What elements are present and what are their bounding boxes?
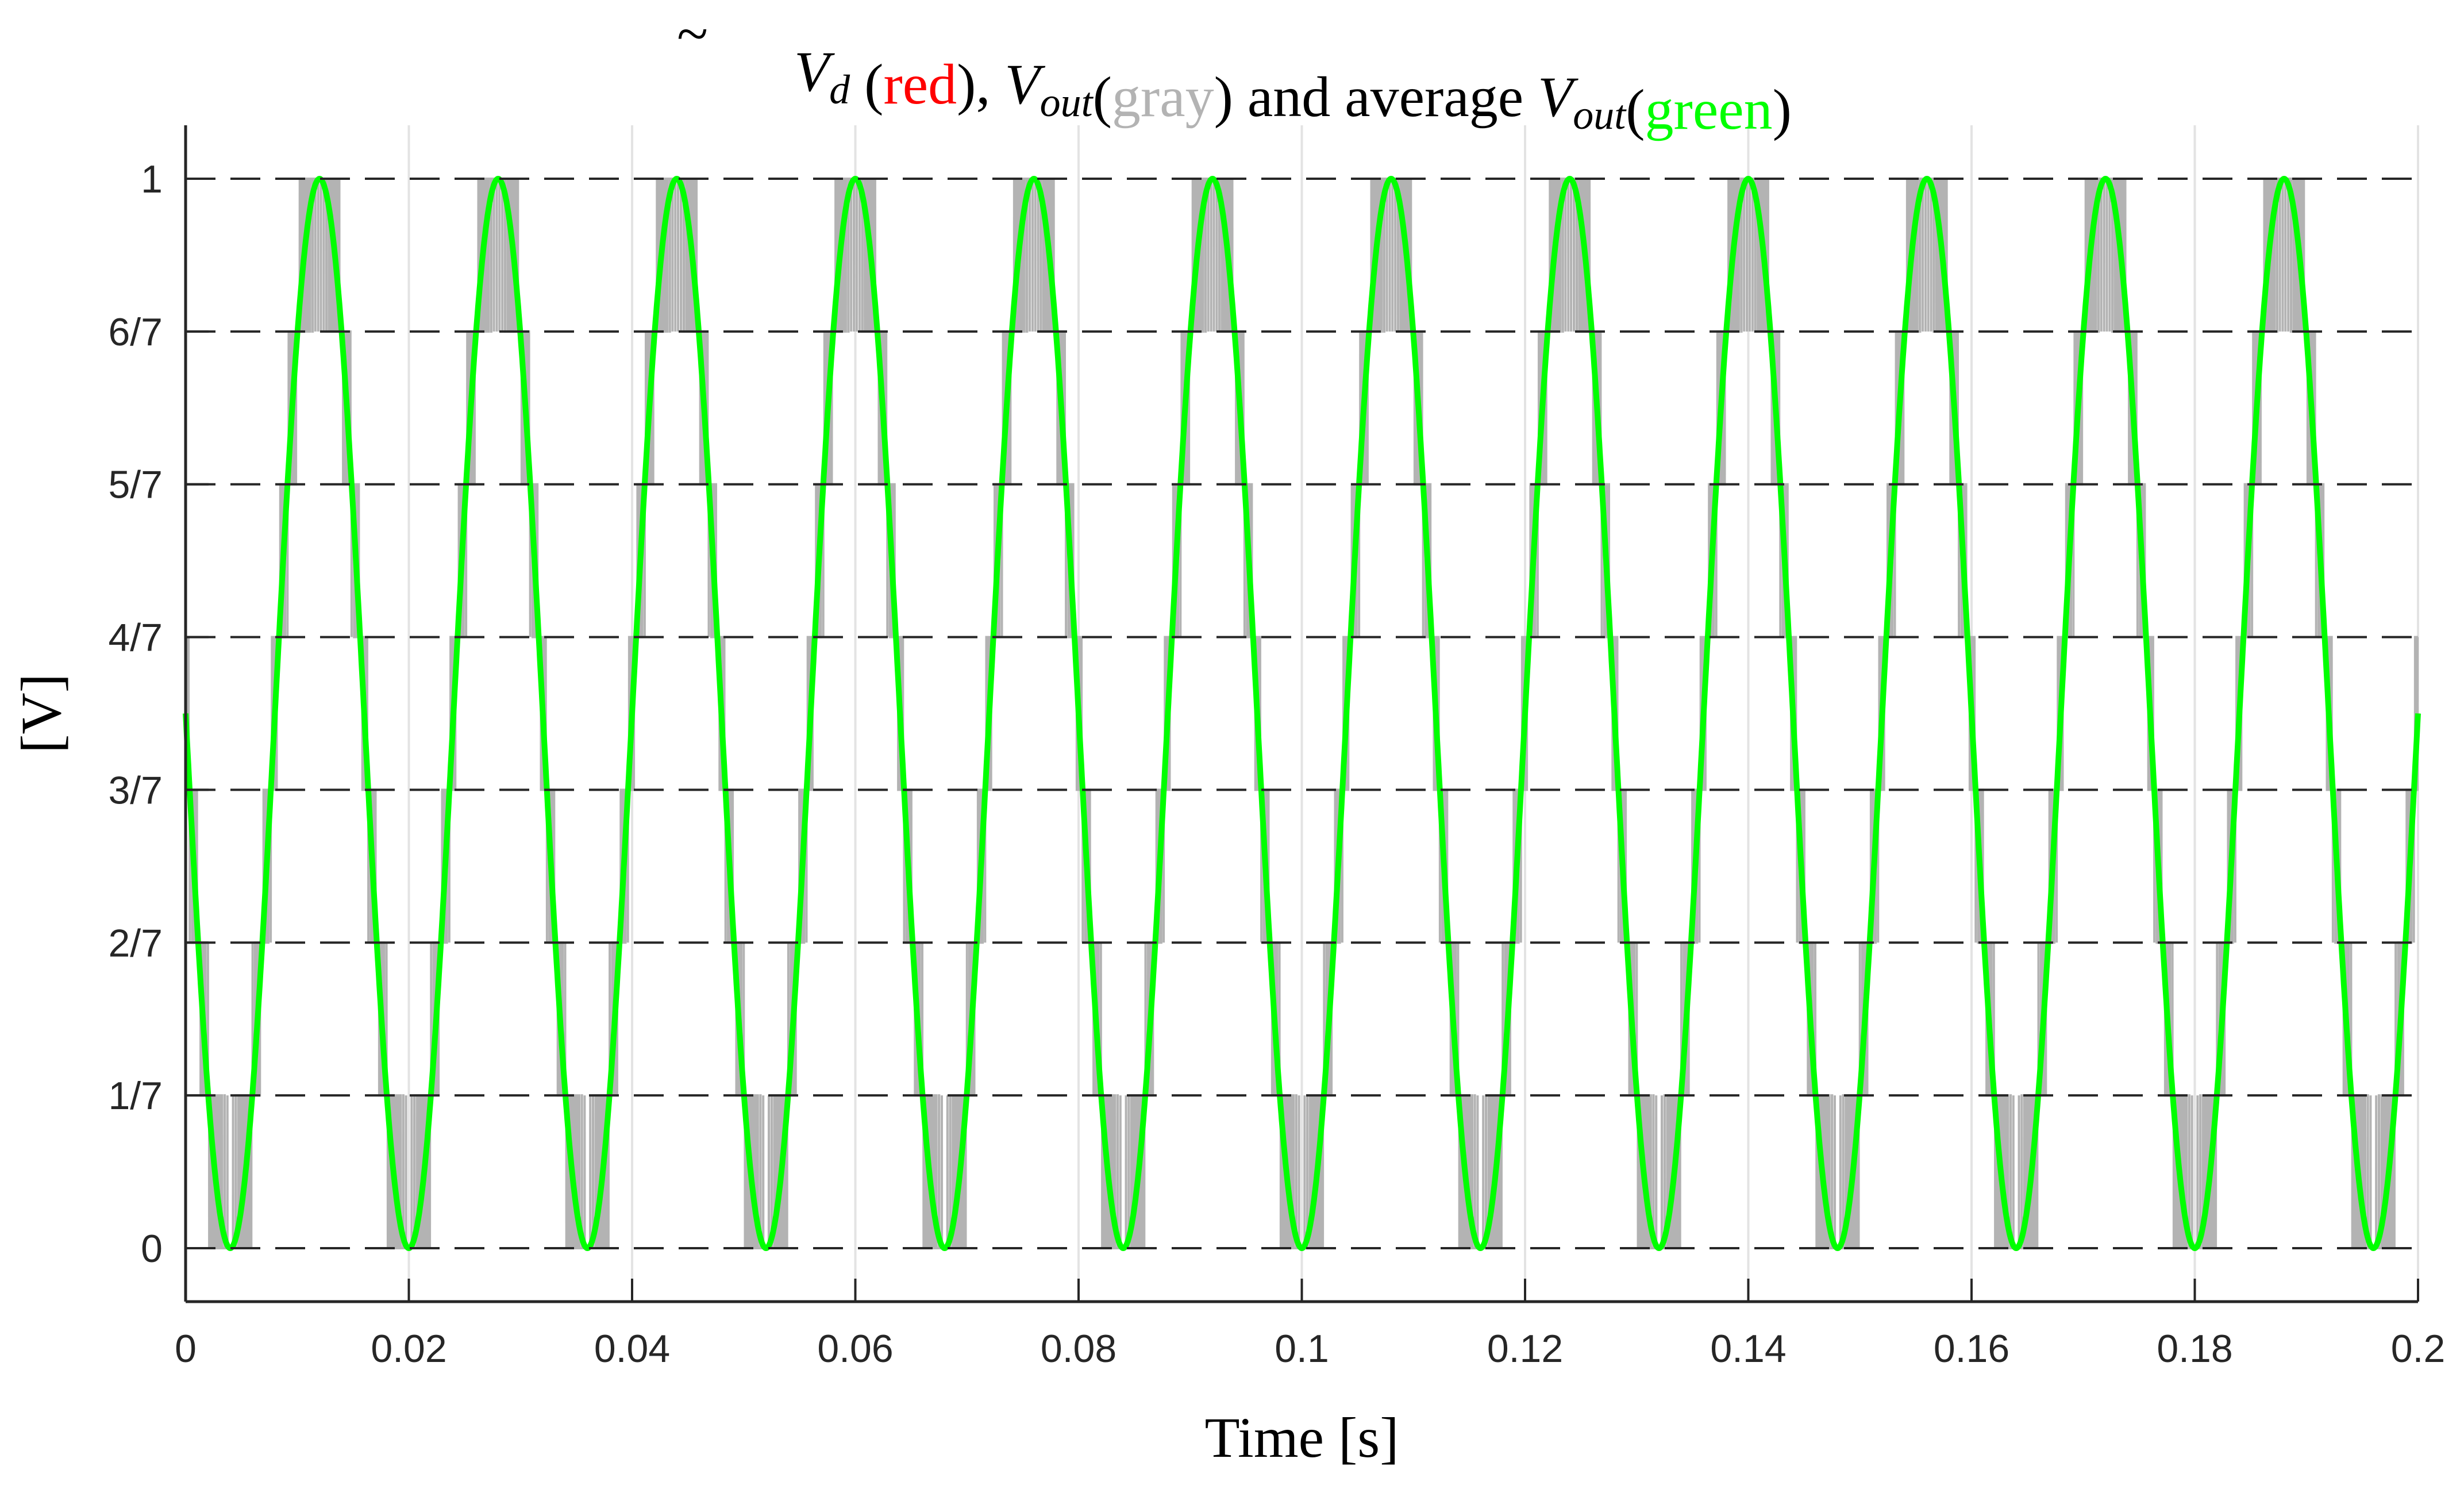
title-part: ) and average	[1214, 65, 1538, 129]
title-part: (	[850, 52, 883, 116]
title-part: (	[1626, 78, 1645, 141]
title-tilde-accent: ~	[677, 2, 708, 66]
title-part: ),	[957, 52, 1004, 116]
title-part: V	[1004, 52, 1045, 116]
series-average-vout-line	[183, 176, 2421, 1251]
y-axis-title: [V]	[9, 674, 73, 753]
x-tick-label: 0.16	[1934, 1327, 2009, 1371]
y-tick-label: 6/7	[108, 310, 163, 354]
y-tick-label: 1	[141, 157, 163, 201]
y-tick-label: 3/7	[108, 768, 163, 812]
title-part: gray	[1112, 65, 1214, 129]
title-part: d	[829, 67, 850, 113]
title-part: red	[883, 52, 957, 116]
y-tick-label: 2/7	[108, 921, 163, 965]
title-part: V	[1538, 65, 1578, 129]
x-tick-label: 0.02	[371, 1327, 446, 1371]
x-axis-title: Time [s]	[1204, 1406, 1399, 1469]
x-tick-label: 0.2	[2391, 1327, 2446, 1371]
x-tick-label: 0.08	[1041, 1327, 1116, 1371]
title-part: green	[1645, 78, 1773, 141]
x-tick-label: 0.14	[1710, 1327, 1786, 1371]
title-part: (	[1093, 65, 1112, 129]
title-part: out	[1573, 92, 1627, 138]
x-tick-label: 0	[175, 1327, 197, 1371]
ticks: 0 0.02 0.04 0.06 0.08 0.1 0.12 0.14 0.16 0.18 0.2 0…	[108, 157, 2445, 1371]
x-tick-label: 0.04	[594, 1327, 670, 1371]
y-tick-label: 4/7	[108, 616, 163, 660]
chart-title: Vd (red), Vout(gray) and average Vout(gr…	[794, 40, 1792, 141]
y-tick-label: 1/7	[108, 1074, 163, 1118]
y-tick-label: 5/7	[108, 463, 163, 507]
title-part: )	[1773, 78, 1792, 141]
x-tick-label: 0.1	[1275, 1327, 1329, 1371]
title-part: V	[794, 40, 835, 103]
title-part: out	[1040, 79, 1094, 125]
x-tick-label: 0.06	[817, 1327, 893, 1371]
y-tick-label: 0	[141, 1227, 163, 1271]
x-tick-label: 0.12	[1487, 1327, 1563, 1371]
x-tick-label: 0.18	[2157, 1327, 2232, 1371]
